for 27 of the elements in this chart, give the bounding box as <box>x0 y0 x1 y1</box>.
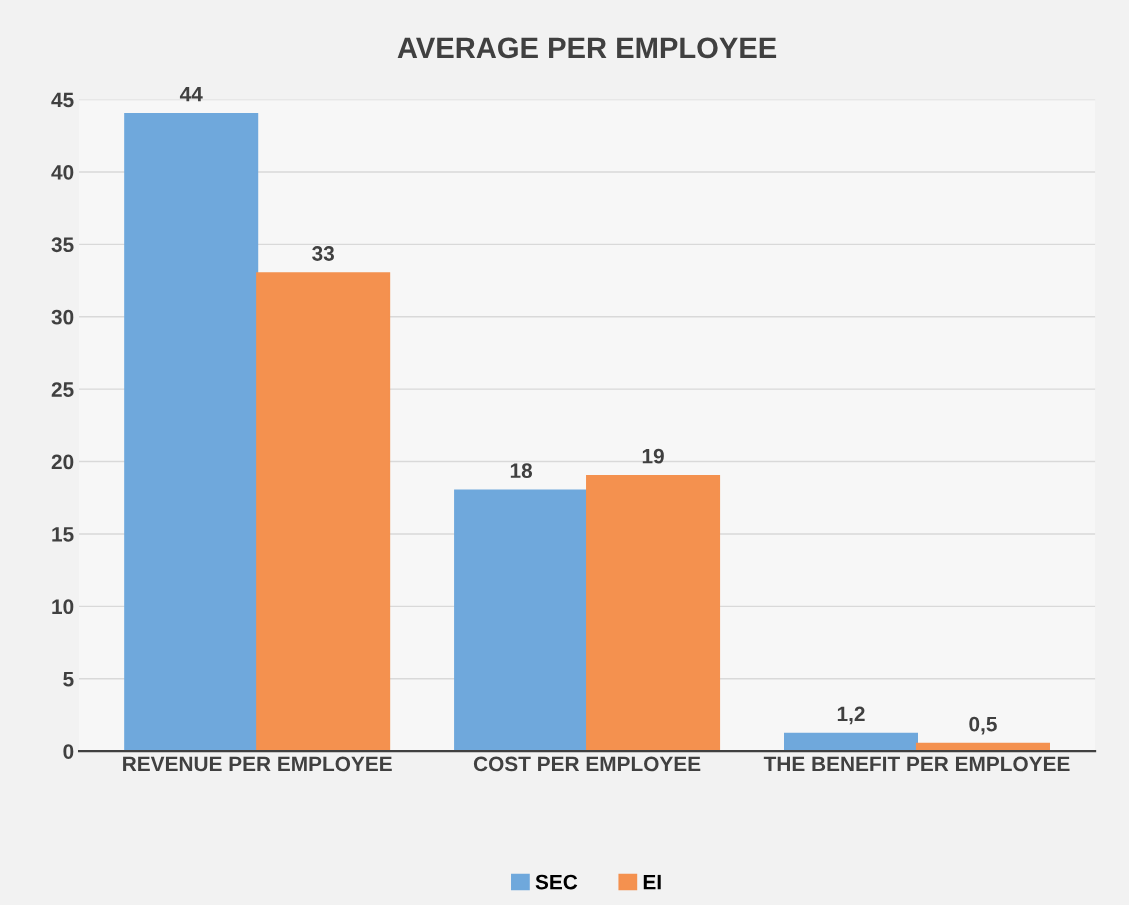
y-tick-label: 5 <box>63 671 74 687</box>
bar <box>783 732 919 752</box>
bar <box>454 489 589 752</box>
y-tick-label: 15 <box>52 527 74 542</box>
data-label: 18 <box>510 463 533 479</box>
legend-label: SEC <box>535 874 578 890</box>
x-tick-label: THE BENEFIT PER EMPLOYEE <box>763 756 1070 772</box>
bar <box>256 272 391 752</box>
data-label: 19 <box>642 448 664 464</box>
bar <box>586 474 721 752</box>
y-tick-label: 20 <box>51 454 74 470</box>
data-label: 0,5 <box>969 716 997 735</box>
data-label: 44 <box>179 87 203 102</box>
x-tick-label: COST PER EMPLOYEE <box>473 756 701 772</box>
y-tick-label: 30 <box>51 309 74 325</box>
y-tick-label: 10 <box>52 599 74 615</box>
legend-label: EI <box>643 874 661 890</box>
data-label: 1,2 <box>837 706 865 725</box>
bar <box>124 112 259 752</box>
x-tick-label: REVENUE PER EMPLOYEE <box>123 756 392 772</box>
y-tick-label: 0 <box>63 744 74 759</box>
y-tick-label: 45 <box>51 92 74 108</box>
y-tick-label: 35 <box>51 237 74 253</box>
y-tick-label: 40 <box>51 164 74 180</box>
data-label: 33 <box>312 246 334 261</box>
chart-title: AVERAGE PER EMPLOYEE <box>397 37 777 59</box>
y-tick-label: 25 <box>51 382 74 397</box>
